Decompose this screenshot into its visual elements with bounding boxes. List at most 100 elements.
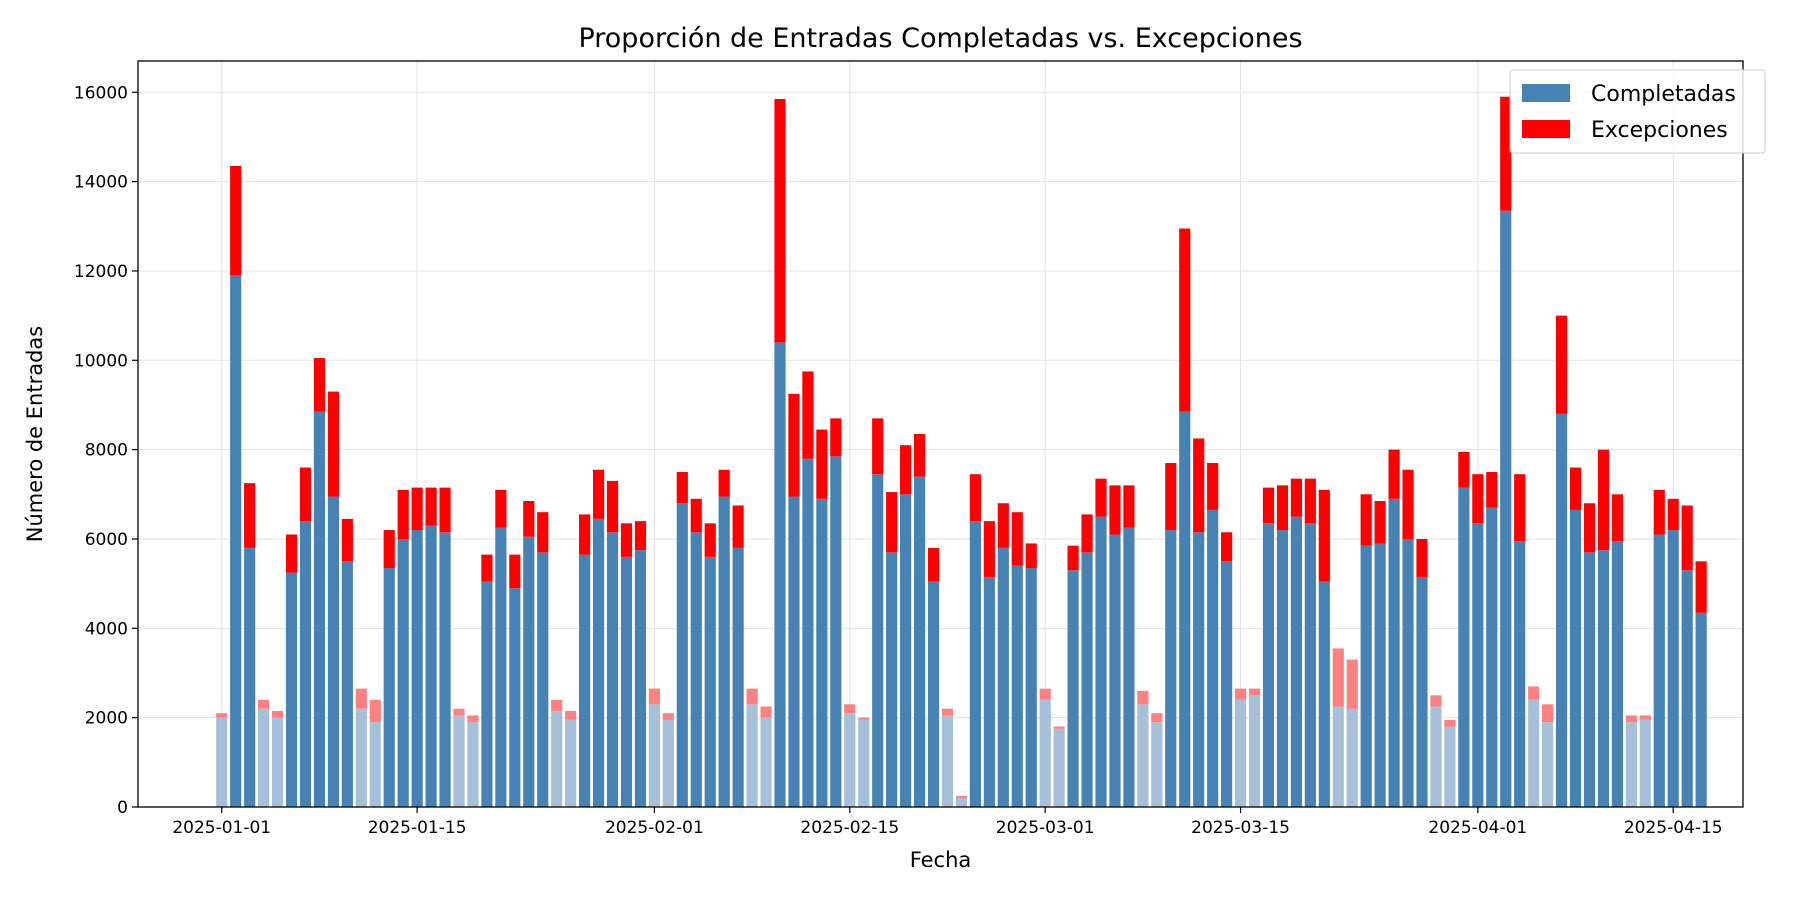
x-tick-label: 2025-01-01 bbox=[172, 818, 271, 838]
legend-label-completadas: Completadas bbox=[1591, 82, 1736, 107]
bar-excepciones bbox=[1276, 485, 1289, 531]
bar-excepciones bbox=[1165, 463, 1177, 531]
bar-excepciones bbox=[313, 358, 326, 412]
bar-excepciones bbox=[258, 699, 270, 709]
bar-completadas bbox=[271, 717, 284, 807]
bar-excepciones bbox=[592, 469, 605, 519]
y-tick-label: 2000 bbox=[85, 709, 128, 729]
bar-excepciones bbox=[830, 418, 842, 457]
bar-excepciones bbox=[1346, 659, 1358, 709]
bar-completadas bbox=[1542, 722, 1554, 807]
bar-completadas bbox=[606, 532, 619, 807]
bar-excepciones bbox=[662, 713, 674, 720]
bar-excepciones bbox=[1695, 561, 1707, 613]
bar-completadas bbox=[886, 552, 898, 807]
bar-completadas bbox=[774, 342, 786, 807]
bar-completadas bbox=[537, 552, 549, 807]
bar-completadas bbox=[1402, 538, 1414, 807]
bar-excepciones bbox=[1067, 545, 1079, 571]
bar-completadas bbox=[1500, 210, 1512, 807]
y-tick-label: 14000 bbox=[74, 173, 128, 193]
bar-completadas bbox=[1653, 534, 1665, 807]
bar-excepciones bbox=[537, 512, 549, 553]
bar-completadas bbox=[1611, 541, 1623, 807]
bar-completadas bbox=[1262, 523, 1275, 807]
bar-completadas bbox=[341, 561, 353, 807]
y-axis-ticks: 0 2000 4000 6000 8000 10000 12000 14000 16000 bbox=[74, 83, 138, 818]
bar-excepciones bbox=[579, 514, 591, 555]
bar-completadas bbox=[230, 275, 242, 807]
x-tick-label: 2025-04-01 bbox=[1428, 818, 1527, 838]
bar-excepciones bbox=[1207, 463, 1219, 510]
bar-completadas bbox=[551, 710, 563, 807]
bar-excepciones bbox=[718, 469, 730, 497]
bar-completadas bbox=[439, 532, 451, 807]
bar-completadas bbox=[258, 708, 270, 807]
bar-excepciones bbox=[327, 391, 339, 497]
bar-completadas bbox=[634, 550, 647, 807]
bar-completadas bbox=[1053, 728, 1065, 807]
bar-completadas bbox=[997, 547, 1009, 807]
bar-completadas bbox=[1123, 527, 1135, 807]
bar-excepciones bbox=[453, 708, 465, 716]
bar-excepciones bbox=[1681, 505, 1693, 571]
bar-excepciones bbox=[1151, 713, 1163, 723]
bar-completadas bbox=[1318, 581, 1330, 807]
bar-excepciones bbox=[732, 505, 744, 548]
bar-excepciones bbox=[704, 523, 716, 557]
bar-excepciones bbox=[1053, 726, 1065, 729]
bar-completadas bbox=[1458, 487, 1470, 807]
bar-completadas bbox=[955, 798, 968, 807]
plot-frame bbox=[137, 60, 1744, 808]
bar-completadas bbox=[760, 717, 772, 807]
bar-completadas bbox=[1151, 722, 1163, 807]
bar-completadas bbox=[216, 717, 228, 807]
bar-completadas bbox=[858, 719, 870, 807]
bar-excepciones bbox=[1262, 487, 1275, 524]
bar-completadas bbox=[467, 722, 479, 807]
bar-excepciones bbox=[439, 487, 451, 533]
bar-completadas bbox=[1667, 530, 1679, 807]
bar-excepciones bbox=[1290, 478, 1302, 517]
bar-excepciones bbox=[955, 795, 968, 799]
bar-excepciones bbox=[1137, 690, 1149, 705]
bar-completadas bbox=[1472, 523, 1484, 807]
bar-completadas bbox=[1025, 568, 1037, 807]
bar-completadas bbox=[1555, 413, 1568, 807]
bar-excepciones bbox=[495, 489, 507, 528]
y-tick-label: 10000 bbox=[74, 351, 128, 371]
legend-swatch-completadas bbox=[1522, 84, 1570, 102]
bar-completadas bbox=[453, 715, 465, 807]
bar-completadas bbox=[1639, 719, 1651, 807]
bar-excepciones bbox=[1597, 449, 1610, 551]
bar-completadas bbox=[816, 498, 828, 807]
bar-excepciones bbox=[244, 483, 256, 548]
bar-completadas bbox=[1597, 550, 1610, 807]
bar-excepciones bbox=[1011, 512, 1023, 566]
bar-completadas bbox=[425, 525, 437, 807]
bar-completadas bbox=[1569, 509, 1582, 807]
bar-completadas bbox=[1248, 695, 1261, 807]
bar-excepciones bbox=[746, 688, 758, 705]
bar-excepciones bbox=[802, 371, 814, 459]
bar-completadas bbox=[969, 521, 981, 807]
legend: Completadas Excepciones bbox=[1509, 69, 1766, 154]
y-tick-label: 6000 bbox=[85, 530, 128, 550]
bar-completadas bbox=[718, 496, 730, 807]
bar-completadas bbox=[662, 719, 674, 807]
y-tick-label: 12000 bbox=[74, 262, 128, 282]
bar-completadas bbox=[369, 722, 381, 807]
bar-completadas bbox=[983, 576, 995, 807]
bar-excepciones bbox=[271, 710, 284, 718]
bar-completadas bbox=[1388, 498, 1400, 807]
bar-completadas bbox=[620, 556, 633, 807]
bar-excepciones bbox=[1123, 485, 1135, 528]
bar-completadas bbox=[1625, 722, 1637, 807]
chart-title: Proporción de Entradas Completadas vs. E… bbox=[578, 23, 1302, 54]
bar-completadas bbox=[1444, 726, 1456, 807]
bar-completadas bbox=[1234, 699, 1247, 807]
bar-completadas bbox=[1011, 565, 1023, 807]
legend-label-excepciones: Excepciones bbox=[1591, 118, 1728, 143]
bar-excepciones bbox=[1179, 228, 1191, 412]
bar-completadas bbox=[411, 530, 423, 807]
